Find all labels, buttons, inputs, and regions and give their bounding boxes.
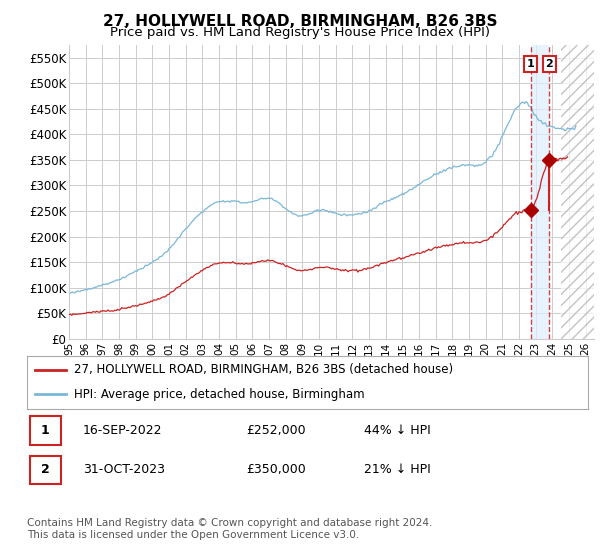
Text: 31-OCT-2023: 31-OCT-2023 (83, 463, 165, 476)
Text: 1: 1 (527, 59, 535, 69)
Text: 27, HOLLYWELL ROAD, BIRMINGHAM, B26 3BS: 27, HOLLYWELL ROAD, BIRMINGHAM, B26 3BS (103, 14, 497, 29)
Bar (560, 45, 594, 339)
FancyBboxPatch shape (30, 456, 61, 484)
Bar (531, 45, 550, 339)
Text: 27, HOLLYWELL ROAD, BIRMINGHAM, B26 3BS (detached house): 27, HOLLYWELL ROAD, BIRMINGHAM, B26 3BS … (74, 363, 452, 376)
Text: 1: 1 (41, 424, 49, 437)
Text: £350,000: £350,000 (246, 463, 305, 476)
Text: 16-SEP-2022: 16-SEP-2022 (83, 424, 163, 437)
Text: £252,000: £252,000 (246, 424, 305, 437)
Text: Contains HM Land Registry data © Crown copyright and database right 2024.
This d: Contains HM Land Registry data © Crown c… (27, 518, 433, 540)
Text: Price paid vs. HM Land Registry's House Price Index (HPI): Price paid vs. HM Land Registry's House … (110, 26, 490, 39)
Text: 2: 2 (41, 463, 49, 476)
Text: HPI: Average price, detached house, Birmingham: HPI: Average price, detached house, Birm… (74, 388, 364, 401)
Text: 2: 2 (545, 59, 553, 69)
Text: 44% ↓ HPI: 44% ↓ HPI (364, 424, 430, 437)
Text: 21% ↓ HPI: 21% ↓ HPI (364, 463, 430, 476)
FancyBboxPatch shape (30, 417, 61, 445)
